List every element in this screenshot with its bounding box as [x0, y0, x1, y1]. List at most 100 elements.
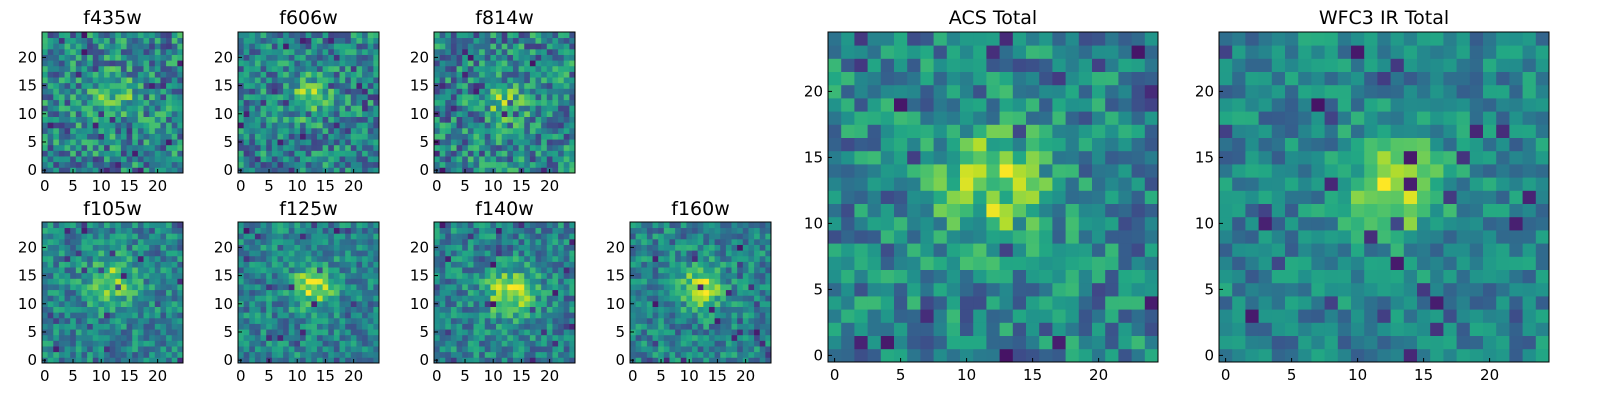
heatmap-cell — [496, 244, 503, 251]
heatmap-cell — [563, 267, 570, 274]
heatmap-cell — [473, 244, 480, 251]
heatmap-cell — [47, 306, 54, 313]
heatmap-cell — [75, 122, 82, 129]
heatmap-cell — [1144, 348, 1159, 363]
heatmap-cell — [490, 139, 497, 146]
heatmap-cell — [87, 105, 94, 112]
heatmap-cell — [867, 203, 882, 218]
heatmap-cell — [120, 99, 127, 106]
heatmap-cell — [462, 150, 469, 157]
heatmap-cell — [880, 216, 895, 231]
heatmap-cell — [333, 99, 340, 106]
heatmap-cell — [154, 227, 161, 234]
heatmap-cell — [143, 150, 150, 157]
heatmap-cell — [541, 255, 548, 262]
heatmap-cell — [322, 37, 329, 44]
heatmap-cell — [277, 43, 284, 50]
heatmap-cell — [316, 150, 323, 157]
heatmap-cell — [697, 357, 704, 364]
heatmap-cell — [714, 238, 721, 245]
heatmap-cell — [70, 278, 77, 285]
heatmap-cell — [64, 250, 71, 257]
heatmap-cell — [558, 77, 565, 84]
heatmap-cell — [765, 323, 772, 330]
heatmap-cell — [765, 238, 772, 245]
heatmap-cell — [703, 244, 710, 251]
heatmap-cell — [546, 139, 553, 146]
heatmap-cell — [462, 284, 469, 291]
heatmap-cell — [322, 323, 329, 330]
heatmap-cell — [462, 122, 469, 129]
heatmap-cell — [445, 255, 452, 262]
heatmap-cell — [880, 322, 895, 336]
heatmap-cell — [880, 309, 895, 323]
heatmap-cell — [569, 133, 576, 140]
heatmap-cell — [367, 32, 374, 39]
heatmap-cell — [1144, 296, 1159, 310]
heatmap-cell — [104, 48, 111, 55]
heatmap-cell — [697, 351, 704, 358]
heatmap-cell — [748, 250, 755, 257]
heatmap-cell — [149, 222, 156, 229]
heatmap-cell — [1065, 348, 1080, 363]
heatmap-cell — [92, 289, 99, 296]
heatmap-cell — [149, 48, 156, 55]
heatmap-cell — [1065, 137, 1080, 152]
heatmap-cell — [328, 227, 335, 234]
heatmap-cell — [552, 161, 559, 168]
heatmap-cell — [64, 161, 71, 168]
heatmap-cell — [98, 255, 105, 262]
heatmap-cell — [305, 144, 312, 151]
heatmap-cell — [322, 238, 329, 245]
heatmap-cell — [75, 233, 82, 240]
heatmap-cell — [507, 127, 514, 134]
heatmap-cell — [283, 60, 290, 67]
heatmap-cell — [109, 167, 116, 174]
heatmap-cell — [328, 71, 335, 78]
heatmap-cell — [439, 65, 446, 72]
heatmap-cell — [1052, 124, 1066, 138]
heatmap-cell — [742, 300, 749, 307]
heatmap-cell — [266, 312, 273, 319]
heatmap-cell — [467, 127, 474, 134]
heatmap-cell — [328, 278, 335, 285]
heatmap-cell — [75, 351, 82, 358]
heatmap-cell — [166, 88, 173, 95]
heatmap-cell — [328, 167, 335, 174]
heatmap-cell — [546, 150, 553, 157]
heatmap-cell — [339, 295, 346, 302]
heatmap-cell — [53, 267, 60, 274]
heatmap-cell — [479, 312, 486, 319]
heatmap-cell — [529, 122, 536, 129]
heatmap-cell — [70, 88, 77, 95]
heatmap-cell — [490, 351, 497, 358]
heatmap-cell — [841, 230, 855, 244]
heatmap-cell — [1078, 322, 1093, 336]
heatmap-cell — [87, 306, 94, 313]
heatmap-cell — [467, 346, 474, 353]
heatmap-cell — [81, 238, 88, 245]
heatmap-cell — [132, 312, 139, 319]
heatmap-cell — [322, 312, 329, 319]
heatmap-cell — [137, 127, 144, 134]
heatmap-cell — [720, 289, 727, 296]
heatmap-cell — [254, 351, 261, 358]
heatmap-cell — [149, 267, 156, 274]
heatmap-cell — [754, 284, 761, 291]
heatmap-cell — [708, 312, 715, 319]
heatmap-cell — [692, 306, 699, 313]
heatmap-cell — [70, 32, 77, 39]
heatmap-cell — [529, 48, 536, 55]
heatmap-cell — [1065, 322, 1080, 336]
heatmap-cell — [171, 48, 178, 55]
heatmap-cell — [104, 340, 111, 347]
heatmap-cell — [546, 127, 553, 134]
heatmap-cell — [333, 110, 340, 117]
heatmap-cell — [322, 317, 329, 324]
heatmap-cell — [552, 88, 559, 95]
heatmap-cell — [439, 116, 446, 123]
heatmap-cell — [1012, 124, 1027, 138]
heatmap-cell — [333, 77, 340, 84]
heatmap-cell — [669, 233, 676, 240]
heatmap-cell — [1052, 164, 1066, 178]
